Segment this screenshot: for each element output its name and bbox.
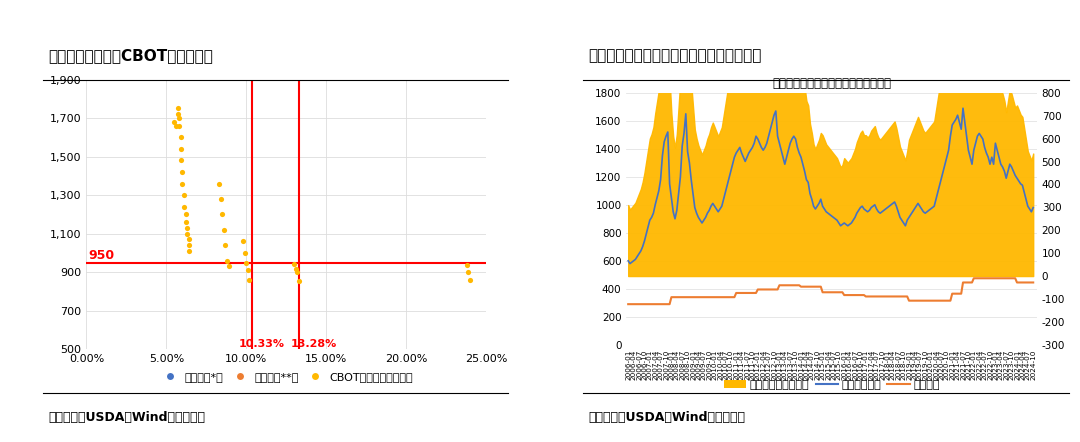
Point bbox=[241, 276, 258, 283]
Point bbox=[172, 157, 189, 164]
Point bbox=[234, 238, 252, 245]
Point bbox=[291, 277, 308, 284]
Point bbox=[461, 276, 478, 283]
Text: 图：美豆库销比与CBOT盘面价关系: 图：美豆库销比与CBOT盘面价关系 bbox=[49, 48, 214, 63]
Text: 950: 950 bbox=[87, 249, 114, 262]
Point bbox=[239, 267, 256, 274]
Point bbox=[168, 105, 186, 112]
Point bbox=[167, 122, 185, 130]
Point bbox=[220, 263, 238, 270]
Point bbox=[178, 225, 195, 232]
Point bbox=[174, 180, 191, 187]
Point bbox=[177, 218, 194, 225]
Point bbox=[285, 261, 302, 268]
Text: 图：种植成本对美豆价格依旧存在支撑作用: 图：种植成本对美豆价格依旧存在支撑作用 bbox=[589, 48, 762, 63]
Legend: 盘面与成本差（右）, 盘面月度均价, 种植成本: 盘面与成本差（右）, 盘面月度均价, 种植成本 bbox=[719, 376, 944, 395]
Point bbox=[215, 226, 232, 233]
Text: 数据来源：USDA，Wind，国富期货: 数据来源：USDA，Wind，国富期货 bbox=[49, 411, 205, 424]
Point bbox=[211, 180, 228, 187]
Point bbox=[180, 248, 198, 255]
Point bbox=[171, 122, 188, 130]
Point bbox=[174, 168, 191, 175]
Point bbox=[214, 211, 231, 218]
Point bbox=[237, 249, 254, 256]
Point bbox=[218, 257, 235, 264]
Point bbox=[178, 230, 195, 237]
Point bbox=[168, 110, 186, 118]
Point bbox=[175, 191, 192, 198]
Title: 美豆盘面价格与种植成本变化（美分）: 美豆盘面价格与种植成本变化（美分） bbox=[772, 77, 891, 90]
Point bbox=[460, 269, 477, 276]
Text: 数据来源：USDA，Wind，国富期货: 数据来源：USDA，Wind，国富期货 bbox=[589, 411, 745, 424]
Point bbox=[172, 145, 189, 152]
Point bbox=[458, 262, 475, 269]
Point bbox=[165, 118, 183, 126]
Point bbox=[212, 195, 229, 202]
Text: 13.28%: 13.28% bbox=[291, 339, 337, 349]
Point bbox=[287, 266, 305, 273]
Text: 10.33%: 10.33% bbox=[239, 339, 285, 349]
Point bbox=[171, 114, 188, 122]
Point bbox=[175, 203, 192, 210]
Legend: 库销比（*）, 库销比（**）, CBOT大豆盘面价（左）: 库销比（*）, 库销比（**）, CBOT大豆盘面价（左） bbox=[154, 368, 418, 387]
Point bbox=[180, 242, 198, 249]
Point bbox=[180, 236, 198, 243]
Point bbox=[238, 259, 255, 266]
Point bbox=[177, 211, 194, 218]
Point bbox=[288, 269, 306, 276]
Point bbox=[217, 242, 234, 249]
Point bbox=[172, 134, 189, 141]
